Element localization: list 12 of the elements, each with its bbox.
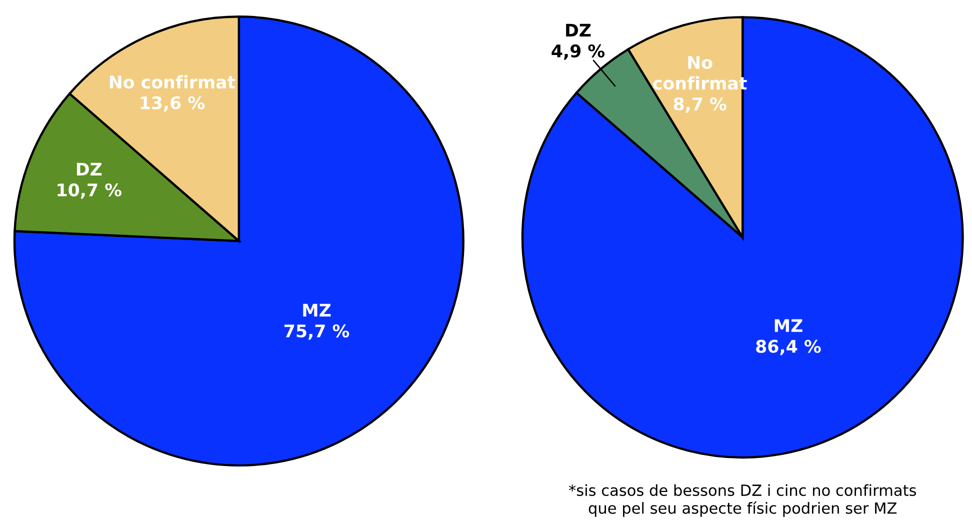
data-label: 13,6 % xyxy=(140,96,205,112)
data-label: 8,7 % xyxy=(674,97,726,113)
slice-label: DZ xyxy=(76,162,102,176)
slice-label: No confirmat xyxy=(110,75,236,89)
data-label: 86,4 % xyxy=(756,340,821,356)
data-label: 4,9 % xyxy=(552,44,605,60)
slice-label: MZ xyxy=(774,319,802,332)
data-label: 75,7 % xyxy=(284,324,350,340)
text: *sis casos de bessons DZ i cinc no confirmats que pel seu aspecte físic podrien ser MZ xyxy=(568,484,916,517)
data-label: 10,7 % xyxy=(58,183,122,199)
slice-label: MZ xyxy=(303,304,331,316)
slice-label: DZ xyxy=(566,24,591,37)
